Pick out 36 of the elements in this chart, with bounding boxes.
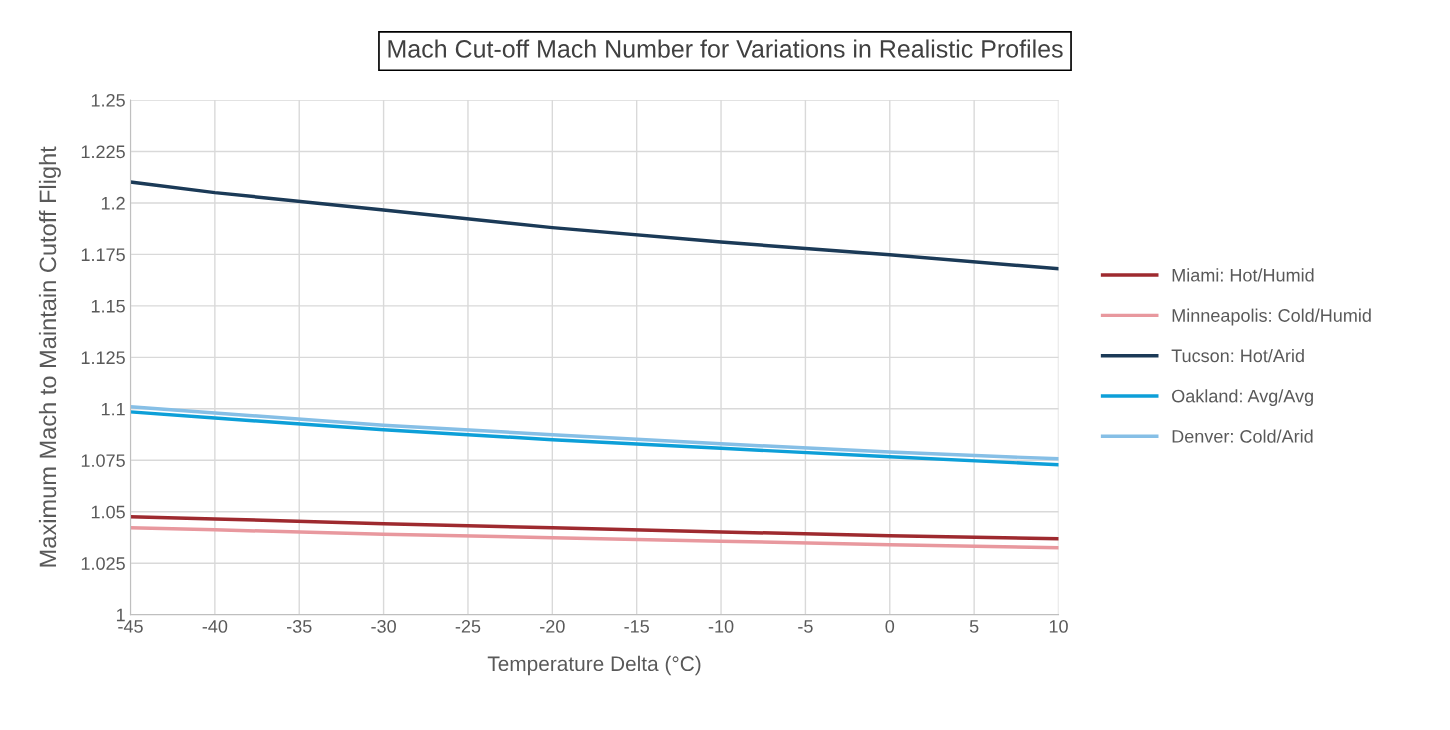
x-tick-label: 10: [1049, 620, 1068, 633]
legend-label: Minneapolis: Cold/Humid: [1172, 308, 1371, 326]
x-tick-label: -35: [286, 620, 312, 633]
y-tick-label: 1.05: [91, 505, 125, 519]
line-series: [130, 405, 1059, 461]
y-tick-label: 1.175: [81, 248, 125, 262]
line-series: [130, 410, 1059, 467]
legend-label: Denver: Cold/Arid: [1172, 429, 1313, 443]
x-tick-label: 5: [969, 620, 979, 633]
legend-label: Tucson: Hot/Arid: [1171, 348, 1304, 363]
line-series: [130, 526, 1059, 550]
line-series: [130, 514, 1059, 541]
x-tick-label: -30: [371, 620, 396, 633]
y-tick-label: 1.125: [81, 351, 125, 365]
y-tick-label: 1.075: [81, 454, 125, 467]
x-tick-label: -20: [540, 620, 565, 633]
y-tick-label: 1: [116, 608, 125, 622]
x-axis-title: Temperature Delta (°C): [487, 655, 701, 676]
x-tick-label: -10: [708, 620, 734, 633]
y-tick-label: 1.025: [81, 557, 125, 570]
legend-label: Oakland: Avg/Avg: [1172, 389, 1313, 407]
x-tick-label: -15: [624, 620, 649, 633]
x-tick-label: -40: [202, 620, 228, 633]
line-series: [130, 180, 1059, 271]
x-tick-label: -5: [798, 620, 813, 633]
y-axis-title: Maximum Mach to Maintain Cutoff Flight: [38, 146, 61, 567]
y-tick-label: 1.15: [91, 299, 125, 313]
x-tick-label: 0: [885, 620, 895, 633]
chart-title: Mach Cut-off Mach Number for Variations in Realistic Profiles: [388, 39, 1063, 58]
y-tick-label: 1.2: [101, 196, 125, 210]
y-tick-label: 1.225: [81, 145, 125, 159]
x-tick-label: -25: [455, 620, 481, 633]
y-tick-label: 1.25: [91, 93, 125, 107]
x-tick-label: -45: [118, 620, 143, 633]
y-tick-label: 1.1: [101, 402, 125, 416]
legend-label: Miami: Hot/Humid: [1172, 268, 1314, 282]
